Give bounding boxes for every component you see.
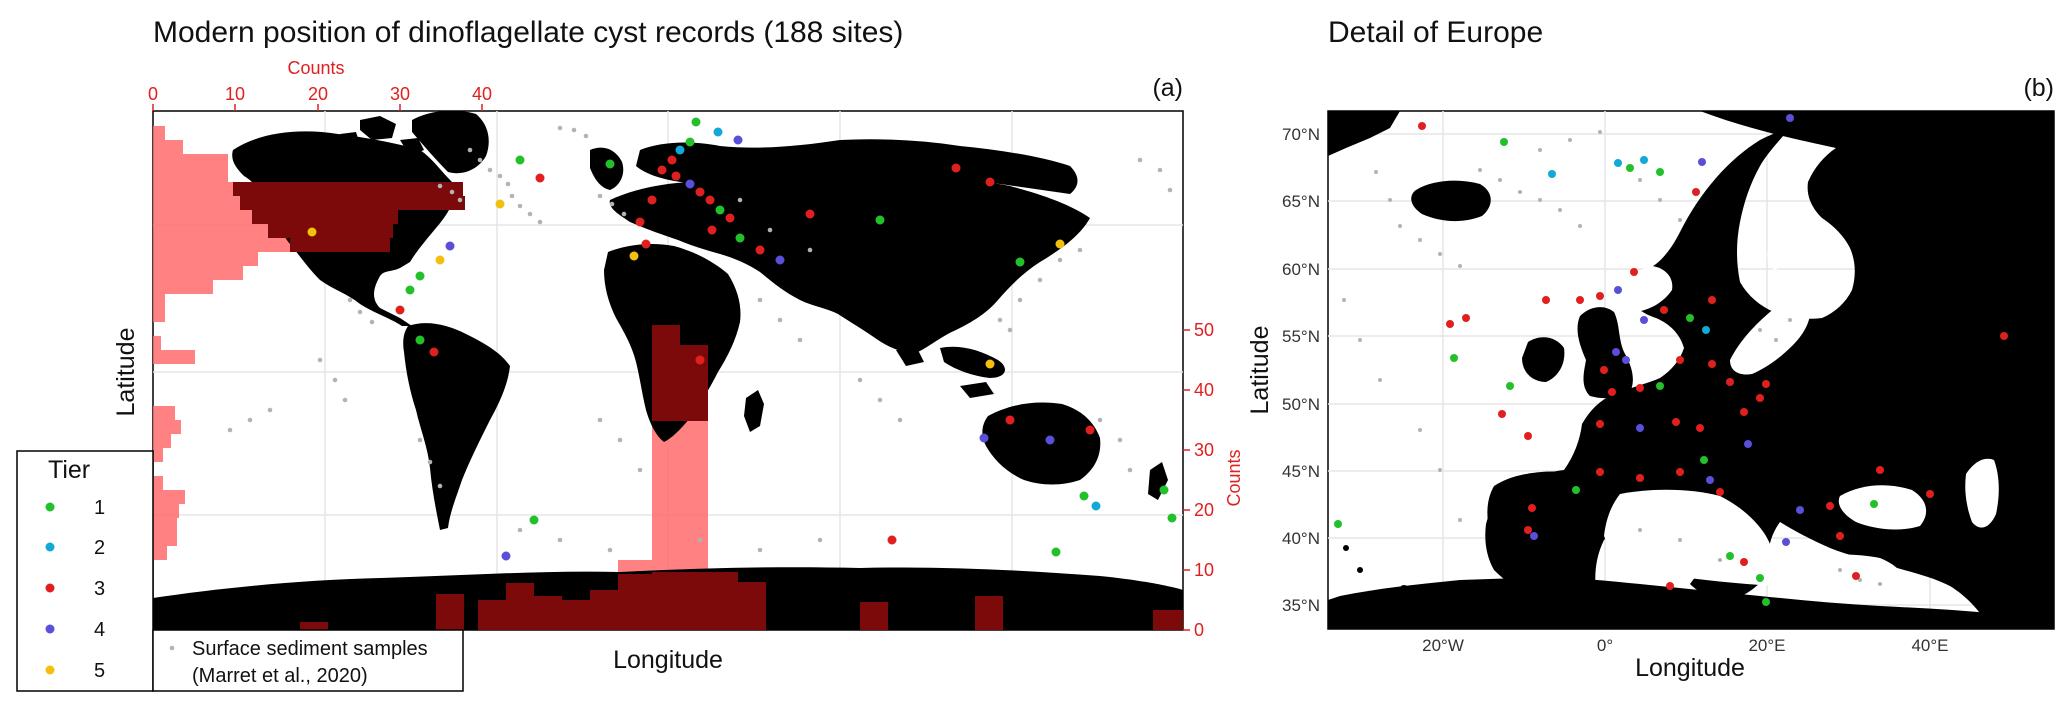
legend-samples-line2: (Marret et al., 2020) [192, 665, 368, 687]
legend-marker [45, 502, 55, 512]
lat-tick: 65°N [1282, 192, 1320, 211]
legend-label: 4 [94, 619, 105, 641]
europe-lat-axis: 35°N 40°N 45°N 50°N 55°N 60°N 65°N 70°N [1282, 125, 1320, 615]
legend-item-tier-3: 3 [45, 578, 105, 600]
legend-item-tier-5: 5 [45, 660, 105, 682]
land-great-britain [1577, 307, 1633, 399]
legend-sample-marker [169, 645, 175, 651]
lat-tick: 50°N [1282, 395, 1320, 414]
map-a-title: Modern position of dinoflagellate cyst r… [153, 16, 903, 49]
lat-tick: 55°N [1282, 327, 1320, 346]
lon-tick: 20°W [1422, 636, 1464, 655]
legend-item-tier-2: 2 [45, 537, 105, 559]
top-tick: 10 [225, 84, 245, 104]
europe-surface-samples [1342, 130, 1882, 586]
sea-mediterranean-west [1604, 489, 1778, 586]
land-indonesia [896, 346, 1005, 398]
legend-samples-line1: Surface sediment samples [192, 638, 428, 660]
world-map-panel: Longitude Latitude Counts 0 10 20 30 40 [112, 58, 1244, 674]
record-points [307, 117, 1177, 561]
lon-tick: 0° [1597, 636, 1613, 655]
right-tick: 20 [1194, 500, 1214, 520]
surface-sample-points [227, 125, 1173, 553]
right-tick: 10 [1194, 560, 1214, 580]
legend-marker [45, 624, 55, 634]
lat-tick: 70°N [1282, 125, 1320, 144]
legend-item-tier-4: 4 [45, 619, 105, 641]
top-tick: 0 [148, 84, 158, 104]
map-b-ylabel: Latitude [1246, 326, 1274, 415]
map-b-xlabel: Longitude [1635, 654, 1745, 682]
legend-marker [45, 542, 55, 552]
land-north-africa [1328, 577, 2054, 629]
legend-label: 5 [94, 660, 105, 682]
sea-black [1838, 485, 1927, 530]
legend-box [16, 450, 154, 692]
sea-bothnia [1767, 206, 1810, 270]
right-axis-title: Counts [1224, 449, 1244, 506]
legend-label: 3 [94, 578, 105, 600]
right-counts-axis: 0 10 20 30 40 50 Counts [1183, 320, 1244, 640]
lat-tick: 40°N [1282, 529, 1320, 548]
latitude-histogram [153, 126, 465, 560]
legend-label: 1 [94, 497, 105, 519]
land-iceland [1411, 180, 1491, 222]
top-tick: 30 [390, 84, 410, 104]
land-japan [1044, 214, 1070, 248]
legend-samples-box [152, 629, 464, 692]
land-arctic-islands [340, 116, 424, 156]
land-ireland [1522, 337, 1565, 382]
land-scandinavia [590, 147, 624, 190]
right-tick: 40 [1194, 380, 1214, 400]
top-counts-axis: Counts 0 10 20 30 40 [148, 58, 492, 111]
top-tick: 40 [472, 84, 492, 104]
map-a-xlabel: Longitude [613, 646, 723, 674]
panel-label-b: (b) [2023, 74, 2054, 102]
lat-tick: 45°N [1282, 462, 1320, 481]
legend-marker [45, 665, 55, 675]
legend-label: 2 [94, 537, 105, 559]
lon-tick: 20°E [1748, 636, 1785, 655]
europe-seas [1604, 206, 1999, 599]
lat-tick: 60°N [1282, 260, 1320, 279]
top-axis-title: Counts [287, 58, 344, 78]
europe-map-panel: 35°N 40°N 45°N 50°N 55°N 60°N 65°N 70°N … [1246, 110, 2055, 682]
europe-record-points [1334, 114, 2008, 606]
land-south-america [403, 323, 510, 530]
land-greenland-edge [1328, 111, 1400, 156]
top-tick: 20 [308, 84, 328, 104]
map-b-title: Detail of Europe [1328, 16, 1543, 49]
land-greenland [412, 111, 489, 174]
sea-caspian [1965, 458, 1999, 528]
land-new-zealand [1148, 462, 1168, 500]
europe-lon-axis: 20°W 0° 20°E 40°E [1422, 636, 1948, 655]
lat-tick: 35°N [1282, 596, 1320, 615]
land-madagascar [744, 390, 764, 432]
land-iberia [1487, 471, 1604, 571]
right-tick: 50 [1194, 320, 1214, 340]
legend-title: Tier [48, 456, 90, 484]
panel-label-a: (a) [1152, 74, 1183, 102]
legend: Tier 1 2 3 4 5 Surface sediment samples … [16, 450, 464, 692]
right-tick: 0 [1194, 620, 1204, 640]
lon-tick: 40°E [1911, 636, 1948, 655]
land-siberia [636, 139, 1078, 194]
legend-marker [45, 583, 55, 593]
sea-mediterranean-east [1778, 554, 1910, 599]
legend-item-tier-1: 1 [45, 497, 105, 519]
map-a-ylabel: Latitude [112, 328, 140, 417]
right-tick: 30 [1194, 440, 1214, 460]
sea-north [1610, 266, 1673, 312]
